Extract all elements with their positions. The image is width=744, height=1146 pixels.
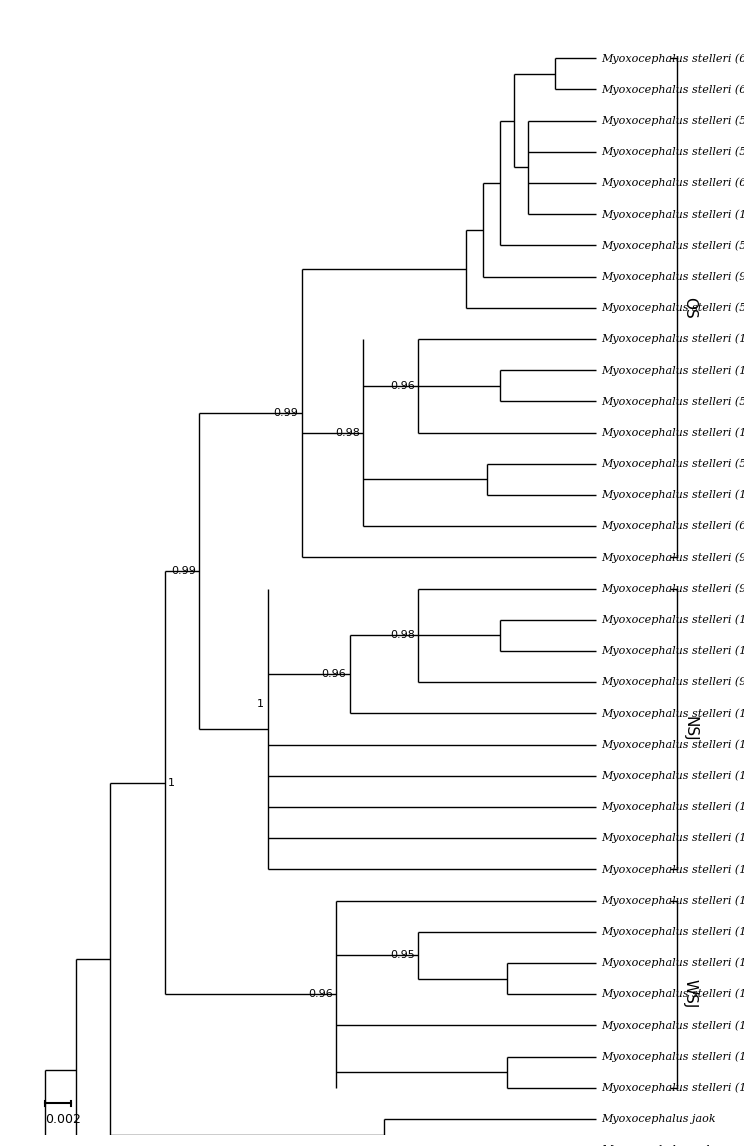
Text: 0.99: 0.99 <box>171 566 196 576</box>
Text: Myoxocephalus stelleri (11; 44): Myoxocephalus stelleri (11; 44) <box>602 209 744 220</box>
Text: Myoxocephalus stelleri (12; 44): Myoxocephalus stelleri (12; 44) <box>602 333 744 344</box>
Text: Myoxocephalus stelleri (6; 44): Myoxocephalus stelleri (6; 44) <box>602 521 744 532</box>
Text: 0.96: 0.96 <box>321 669 346 680</box>
Text: Myoxocephalus stelleri (10; 42): Myoxocephalus stelleri (10; 42) <box>602 489 744 501</box>
Text: Myoxocephalus stelleri (10; 44): Myoxocephalus stelleri (10; 44) <box>602 864 744 874</box>
Text: Myoxocephalus stelleri (5; 44): Myoxocephalus stelleri (5; 44) <box>602 147 744 157</box>
Text: Myoxocephalus stelleri (5; 44): Myoxocephalus stelleri (5; 44) <box>602 116 744 126</box>
Text: 0.96: 0.96 <box>390 380 414 391</box>
Text: Myoxocephalus stelleri (5; 44): Myoxocephalus stelleri (5; 44) <box>602 303 744 313</box>
Text: Myoxocephalus stelleri (15; 40): Myoxocephalus stelleri (15; 40) <box>602 1083 744 1093</box>
Text: Myoxocephalus stelleri (14; 42): Myoxocephalus stelleri (14; 42) <box>602 708 744 719</box>
Text: Myoxocephalus stelleri (5; 44): Myoxocephalus stelleri (5; 44) <box>602 458 744 469</box>
Text: Myoxocephalus stelleri (5; 44): Myoxocephalus stelleri (5; 44) <box>602 397 744 407</box>
Text: 0.99: 0.99 <box>274 408 298 418</box>
Text: 0.96: 0.96 <box>308 989 333 999</box>
Text: Myoxocephalus stelleri (11; 41): Myoxocephalus stelleri (11; 41) <box>602 645 744 657</box>
Text: Myoxocephalus stelleri (15; 40): Myoxocephalus stelleri (15; 40) <box>602 1020 744 1030</box>
Text: Myoxocephalus stelleri (6; 44): Myoxocephalus stelleri (6; 44) <box>602 84 744 95</box>
Text: Myoxocephalus stelleri (6; 44): Myoxocephalus stelleri (6; 44) <box>602 53 744 63</box>
Text: Myoxocephalus stelleri (9; 40): Myoxocephalus stelleri (9; 40) <box>602 677 744 688</box>
Text: Myoxocephalus stelleri (13; 41): Myoxocephalus stelleri (13; 41) <box>602 926 744 937</box>
Text: 0.98: 0.98 <box>335 427 360 438</box>
Text: Myoxocephalus stelleri (15; 40): Myoxocephalus stelleri (15; 40) <box>602 1051 744 1062</box>
Text: Myoxocephalus stelleri (13; 43): Myoxocephalus stelleri (13; 43) <box>602 833 744 843</box>
Text: Myoxocephalus stelleri (10; 43): Myoxocephalus stelleri (10; 43) <box>602 989 744 999</box>
Text: Myoxocephalus stelleri (15; 40): Myoxocephalus stelleri (15; 40) <box>602 958 744 968</box>
Text: Myoxocephalus stelleri (12; --): Myoxocephalus stelleri (12; --) <box>602 802 744 813</box>
Text: Myoxocephalus stelleri (5; 44): Myoxocephalus stelleri (5; 44) <box>602 241 744 251</box>
Text: Myoxocephalus stelleri (12; 43): Myoxocephalus stelleri (12; 43) <box>602 895 744 905</box>
Text: 0.98: 0.98 <box>390 630 414 641</box>
Text: 1: 1 <box>168 778 176 787</box>
Text: 0.95: 0.95 <box>390 950 414 960</box>
Text: Myoxocephalus stelleri (9; 40): Myoxocephalus stelleri (9; 40) <box>602 583 744 594</box>
Text: Myoxocephalus stelleri (14; 41): Myoxocephalus stelleri (14; 41) <box>602 614 744 625</box>
Text: Myoxocephalus stelleri (10; 43): Myoxocephalus stelleri (10; 43) <box>602 770 744 782</box>
Text: Myoxocephalus jaok: Myoxocephalus jaok <box>602 1114 716 1124</box>
Text: Myoxocephalus stelleri (6; 44): Myoxocephalus stelleri (6; 44) <box>602 178 744 188</box>
Text: 1: 1 <box>257 699 264 709</box>
Text: Myoxocephalus stelleri (12; 44): Myoxocephalus stelleri (12; 44) <box>602 427 744 438</box>
Text: NSJ: NSJ <box>682 716 697 741</box>
Text: Myoxocephalus stelleri (9; 40): Myoxocephalus stelleri (9; 40) <box>602 552 744 563</box>
Text: Myoxocephalus stelleri (9; 40): Myoxocephalus stelleri (9; 40) <box>602 272 744 282</box>
Text: WSJ: WSJ <box>682 980 697 1008</box>
Text: Myoxocephalus stelleri (13; 42): Myoxocephalus stelleri (13; 42) <box>602 364 744 376</box>
Text: OS: OS <box>682 297 697 319</box>
Text: Myoxocephalus stelleri (10; 43): Myoxocephalus stelleri (10; 43) <box>602 739 744 749</box>
Text: 0.002: 0.002 <box>45 1113 81 1125</box>
